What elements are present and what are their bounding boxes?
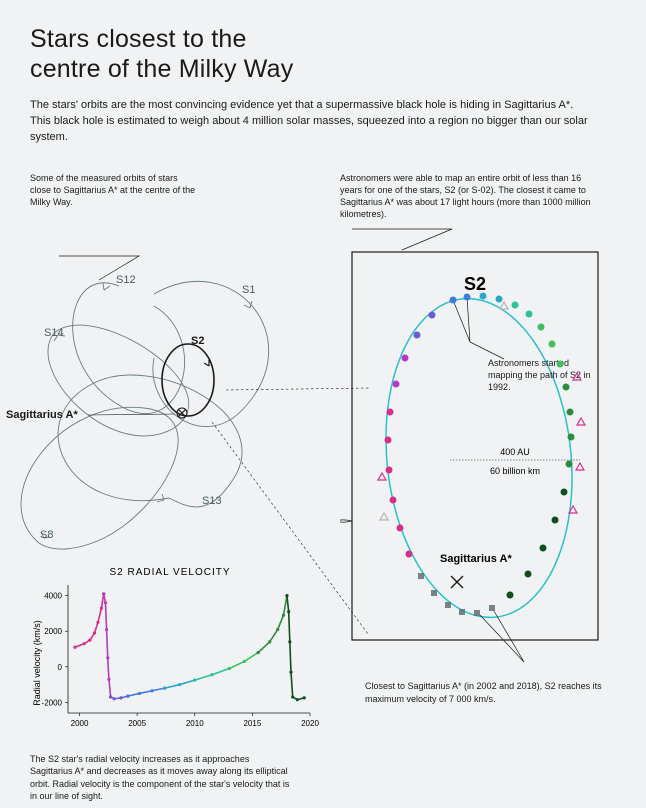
svg-text:2000: 2000	[44, 627, 62, 636]
label-S14: S14	[44, 327, 64, 339]
radial-velocity-chart: S2 RADIAL VELOCITY Radial velocity (km/s…	[30, 563, 320, 738]
orbits-diagram: S12 S1 S14 S2 S13 S8 Sagittarius A*	[4, 208, 304, 558]
svg-text:2000: 2000	[71, 719, 89, 728]
label-S8: S8	[40, 529, 53, 541]
svg-text:2010: 2010	[186, 719, 204, 728]
orbit-S13	[58, 375, 242, 507]
sgr-a-panel-marker	[451, 576, 463, 588]
scale-km: 60 billion km	[490, 466, 540, 476]
svg-text:2005: 2005	[128, 719, 146, 728]
svg-text:2015: 2015	[243, 719, 261, 728]
s2-title: S2	[464, 274, 486, 294]
orbit-S12	[73, 283, 185, 414]
rv-ylabel: Radial velocity (km/s)	[32, 620, 42, 706]
rv-title: S2 RADIAL VELOCITY	[110, 567, 231, 578]
label-S2: S2	[191, 335, 204, 347]
right-caption: Astronomers were able to map an entire o…	[340, 172, 595, 221]
sgr-a-panel-label: Sagittarius A*	[440, 553, 512, 565]
svg-text:2020: 2020	[301, 719, 319, 728]
label-S1: S1	[242, 284, 255, 296]
label-S12: S12	[116, 274, 136, 286]
scale-au: 400 AU	[500, 447, 530, 457]
orbit-S2	[162, 344, 214, 416]
title-line1: Stars closest to the	[30, 25, 247, 53]
label-S13: S13	[202, 495, 222, 507]
page-title: Stars closest to the centre of the Milky…	[30, 24, 616, 84]
intro-text: The stars' orbits are the most convincin…	[30, 98, 590, 146]
svg-text:0: 0	[58, 663, 63, 672]
annot-start: Astronomers started mapping the path of …	[488, 357, 598, 393]
left-footnote: The S2 star's radial velocity increases …	[30, 753, 290, 802]
left-caption: Some of the measured orbits of stars clo…	[30, 172, 200, 208]
label-SgrA: Sagittarius A*	[6, 409, 78, 421]
svg-text:4000: 4000	[44, 592, 62, 601]
title-line2: centre of the Milky Way	[30, 55, 293, 83]
orbit-S8	[21, 408, 178, 550]
annot-close: Closest to Sagittarius A* (in 2002 and 2…	[365, 680, 615, 704]
s2-orbit-panel: S2 400 AU 60 billion km Sagittarius A* A…	[340, 224, 615, 679]
svg-text:-2000: -2000	[42, 699, 63, 708]
